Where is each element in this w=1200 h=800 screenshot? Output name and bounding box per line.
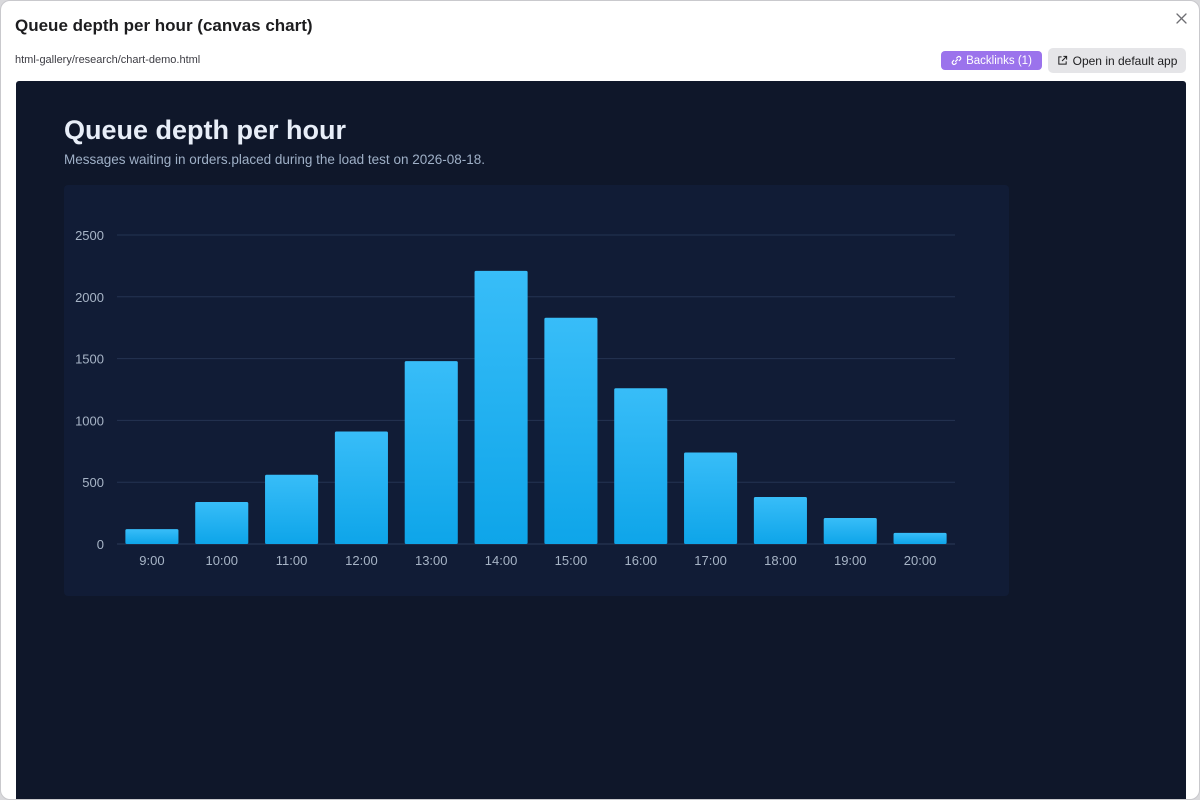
bar-1800 xyxy=(753,497,807,544)
x-tick-label: 15:00 xyxy=(555,553,588,568)
bar-chart: 0 500 1000 1500 2000 2500 9:00 10:00 11:00 12:00… xyxy=(75,228,955,568)
external-link-icon xyxy=(1057,55,1068,66)
close-icon xyxy=(1175,12,1187,24)
link-icon xyxy=(951,55,962,66)
y-tick-label: 1500 xyxy=(75,352,104,367)
bar-1500 xyxy=(544,317,598,544)
x-tick-label: 14:00 xyxy=(485,553,518,568)
bar-1600 xyxy=(614,388,668,544)
x-tick-label: 20:00 xyxy=(904,553,937,568)
bar-1100 xyxy=(265,474,319,544)
close-button[interactable] xyxy=(1173,10,1189,26)
bar-1700 xyxy=(684,452,738,544)
bar-1000 xyxy=(195,501,249,544)
y-tick-label: 2000 xyxy=(75,290,104,305)
x-tick-label: 13:00 xyxy=(415,553,448,568)
backlinks-button[interactable]: Backlinks (1) xyxy=(941,51,1042,70)
backlinks-label: Backlinks (1) xyxy=(966,54,1032,67)
x-tick-label: 16:00 xyxy=(624,553,657,568)
page-subtitle: Messages waiting in orders.placed during… xyxy=(64,152,486,167)
open-in-default-app-button[interactable]: Open in default app xyxy=(1048,48,1186,73)
bar-1400 xyxy=(474,270,528,544)
x-tick-label: 18:00 xyxy=(764,553,797,568)
x-tick-label: 12:00 xyxy=(345,553,378,568)
y-tick-label: 2500 xyxy=(75,228,104,243)
x-tick-label: 19:00 xyxy=(834,553,867,568)
x-tick-label: 9:00 xyxy=(139,553,164,568)
open-label: Open in default app xyxy=(1072,53,1178,68)
bar-900 xyxy=(125,529,179,544)
bar-1300 xyxy=(404,361,458,544)
y-tick-label: 500 xyxy=(82,475,104,490)
y-tick-label: 1000 xyxy=(75,413,104,428)
x-tick-label: 11:00 xyxy=(276,553,308,568)
bar-2000 xyxy=(893,532,947,544)
chart-panel: 0 500 1000 1500 2000 2500 9:00 10:00 11:00 12:00… xyxy=(64,185,1009,596)
bar-1900 xyxy=(823,518,877,544)
x-tick-label: 17:00 xyxy=(694,553,727,568)
y-tick-label: 0 xyxy=(97,537,104,552)
bar-1200 xyxy=(334,431,388,544)
dialog-title: Queue depth per hour (canvas chart) xyxy=(15,16,313,35)
file-path: html-gallery/research/chart-demo.html xyxy=(15,54,201,66)
page-heading: Queue depth per hour xyxy=(64,115,347,145)
html-preview-pane: Queue depth per hour Messages waiting in… xyxy=(16,81,1186,799)
x-tick-label: 10:00 xyxy=(205,553,238,568)
